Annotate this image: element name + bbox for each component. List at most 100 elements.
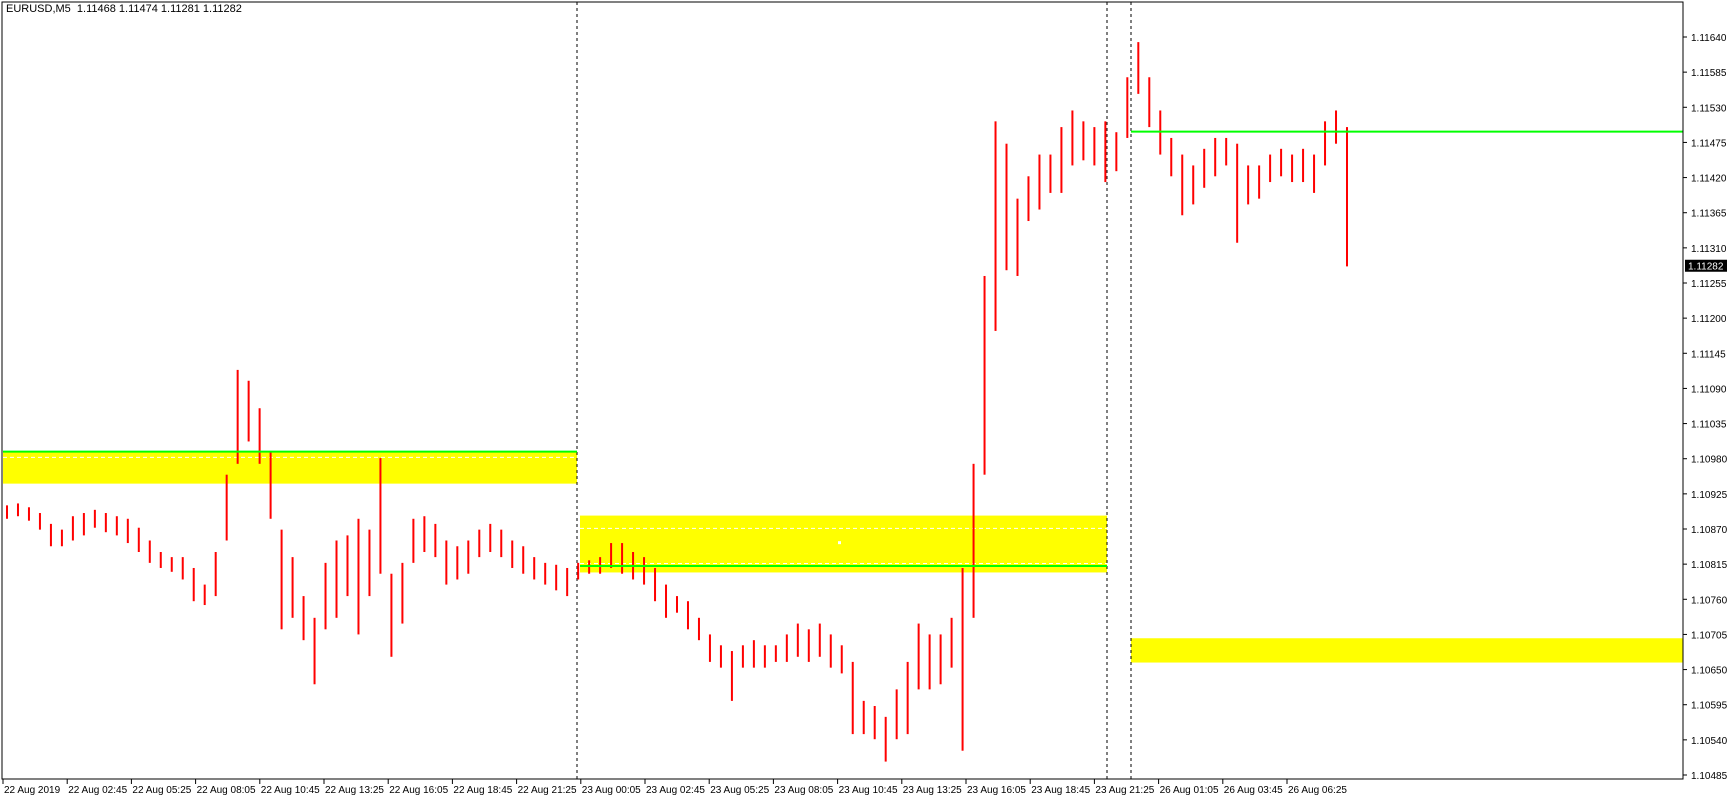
price-bar xyxy=(917,623,920,690)
price-bar xyxy=(1060,127,1063,193)
zone-rectangle[interactable] xyxy=(3,451,577,484)
y-tick-label: 1.11365 xyxy=(1691,209,1727,220)
x-tick-label: 23 Aug 21:25 xyxy=(1095,785,1154,796)
price-bar xyxy=(862,700,865,735)
x-tick-label: 23 Aug 13:25 xyxy=(903,785,962,796)
price-bar xyxy=(1324,121,1327,166)
zone-rectangle[interactable] xyxy=(1131,638,1683,663)
x-tick-label: 23 Aug 10:45 xyxy=(839,785,898,796)
price-bar xyxy=(686,601,689,630)
price-bar xyxy=(38,513,41,530)
price-bar xyxy=(390,573,393,657)
price-bar xyxy=(368,529,371,597)
y-tick-label: 1.11530 xyxy=(1691,103,1727,114)
price-bar xyxy=(357,518,360,635)
price-bar xyxy=(1192,165,1195,205)
price-bar xyxy=(533,557,536,580)
price-bar xyxy=(280,529,283,630)
price-bar xyxy=(643,557,646,585)
current-price-label: 1.11282 xyxy=(1688,262,1724,273)
price-bar xyxy=(983,275,986,475)
price-bar xyxy=(6,505,8,519)
y-tick-label: 1.10815 xyxy=(1691,560,1728,571)
price-bar xyxy=(269,452,272,519)
price-bar xyxy=(1181,154,1184,216)
price-bar xyxy=(27,507,30,521)
price-bar xyxy=(741,645,744,668)
price-bar xyxy=(511,540,514,568)
price-bar xyxy=(478,529,481,558)
price-bar xyxy=(181,557,184,580)
price-bar xyxy=(950,617,953,668)
price-bar xyxy=(489,523,492,553)
x-tick-label: 22 Aug 2019 xyxy=(4,785,61,796)
y-tick-label: 1.11090 xyxy=(1691,384,1727,395)
price-bar xyxy=(346,535,349,597)
x-tick-label: 26 Aug 03:45 xyxy=(1224,785,1283,796)
symbol-label: EURUSD,M5 xyxy=(6,3,71,15)
x-tick-label: 23 Aug 18:45 xyxy=(1031,785,1090,796)
price-bar xyxy=(60,529,63,547)
price-bar xyxy=(1148,77,1151,128)
price-bar xyxy=(1346,127,1348,267)
price-bar xyxy=(225,474,228,541)
y-tick-label: 1.10540 xyxy=(1691,736,1728,747)
price-bar xyxy=(1071,110,1074,166)
price-bar xyxy=(840,645,843,674)
price-bar xyxy=(829,634,832,668)
price-bar xyxy=(401,562,404,624)
price-bar xyxy=(1104,121,1107,183)
ohlc-readout: 1.11468 1.11474 1.11281 1.11282 xyxy=(76,3,242,15)
zone-anchor-point[interactable] xyxy=(838,541,841,545)
price-bar xyxy=(1093,127,1096,166)
price-bar xyxy=(1291,154,1294,183)
price-bar xyxy=(522,546,525,574)
price-bar xyxy=(258,408,261,464)
price-bar xyxy=(577,562,580,580)
y-tick-label: 1.11035 xyxy=(1691,420,1727,431)
price-bar xyxy=(906,661,909,735)
price-bar xyxy=(1214,137,1217,177)
price-bar xyxy=(302,596,305,641)
y-tick-label: 1.11145 xyxy=(1691,349,1726,360)
y-tick-label: 1.10705 xyxy=(1691,630,1728,641)
price-bar xyxy=(291,557,294,618)
price-bar xyxy=(192,567,195,602)
price-bar xyxy=(697,617,700,641)
price-bar xyxy=(730,651,733,701)
price-bar xyxy=(126,518,129,544)
price-bar xyxy=(247,380,250,442)
price-bar xyxy=(1258,165,1261,199)
price-bar xyxy=(71,516,74,541)
y-tick-label: 1.11640 xyxy=(1691,33,1727,44)
x-tick-label: 22 Aug 21:25 xyxy=(518,785,577,796)
price-bar xyxy=(1082,121,1085,161)
price-bar xyxy=(665,584,668,618)
x-tick-label: 22 Aug 08:05 xyxy=(197,785,256,796)
price-bar xyxy=(445,540,448,585)
price-bar xyxy=(49,523,52,547)
price-bar xyxy=(423,516,426,553)
price-bar xyxy=(972,463,975,618)
plot-frame xyxy=(1,1,1684,780)
y-tick-label: 1.10485 xyxy=(1691,771,1728,782)
price-bar xyxy=(170,557,173,572)
price-bar xyxy=(1269,154,1272,183)
y-tick-label: 1.11255 xyxy=(1691,279,1727,290)
x-tick-label: 23 Aug 05:25 xyxy=(710,785,769,796)
price-bar xyxy=(1016,198,1019,276)
y-tick-label: 1.10650 xyxy=(1691,666,1728,677)
price-bar xyxy=(379,458,382,574)
price-bar xyxy=(236,369,239,464)
price-bar xyxy=(994,121,997,331)
zone-rectangle[interactable] xyxy=(580,515,1107,573)
price-bar xyxy=(412,518,415,563)
price-bar xyxy=(555,564,558,591)
price-bar xyxy=(1005,143,1008,271)
price-bar xyxy=(16,503,19,517)
x-tick-label: 23 Aug 16:05 xyxy=(967,785,1026,796)
price-bar xyxy=(939,634,942,685)
x-tick-label: 22 Aug 02:45 xyxy=(68,785,127,796)
x-tick-label: 22 Aug 16:05 xyxy=(389,785,448,796)
